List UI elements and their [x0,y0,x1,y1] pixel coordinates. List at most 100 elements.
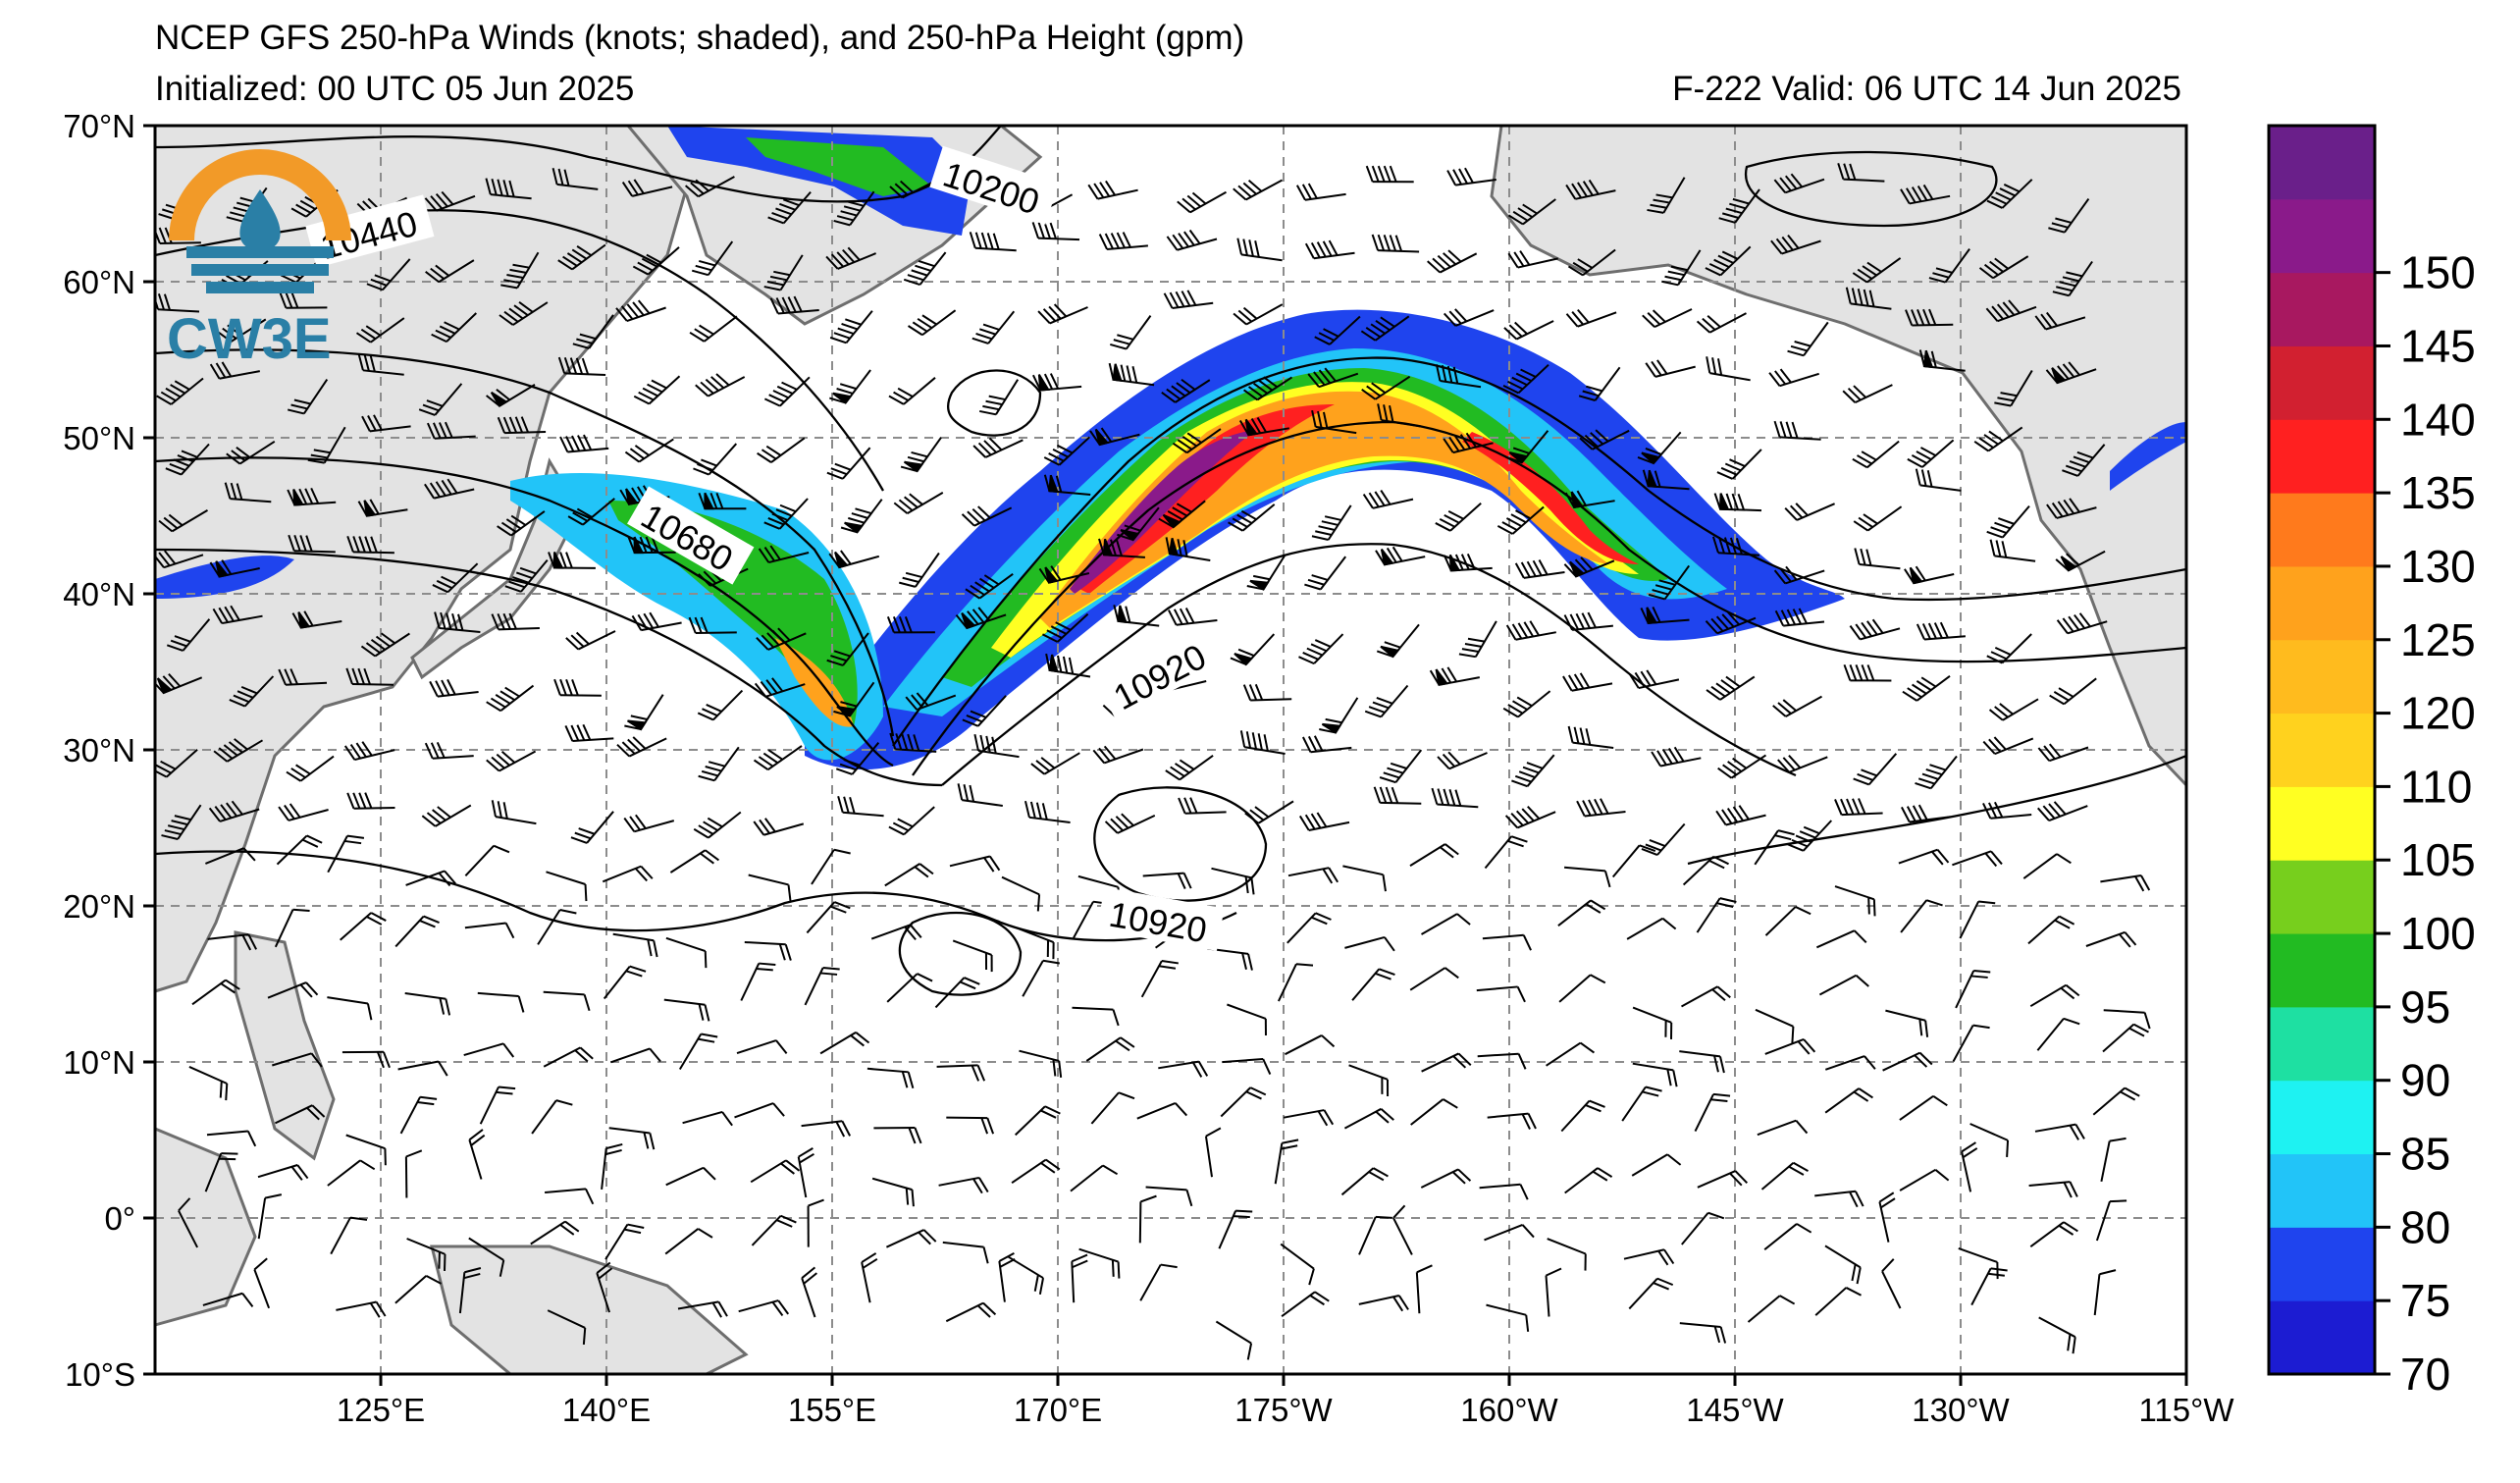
wind-barb [1557,899,1606,927]
wind-barb [1165,537,1211,561]
wind-barb [936,1064,986,1082]
wind-barb [1834,798,1883,817]
wind-barb [1632,1062,1678,1087]
wind-barb [1227,1003,1267,1036]
wind-barb [1098,232,1148,250]
wind-barb [1233,303,1284,326]
wind-barb [1487,1112,1537,1130]
wind-barb [1546,1041,1596,1067]
wind-barb [903,251,947,286]
wind-barb [677,1300,728,1318]
wind-barb [616,736,667,758]
wind-barb [1087,180,1138,200]
wind-barb [693,443,738,476]
wind-barb [497,416,547,435]
lat-label: 40°N [63,576,135,612]
lon-label: 175°W [1234,1392,1333,1428]
wind-barb [840,499,883,534]
wind-barb [327,1159,376,1187]
wind-barb [274,1104,326,1125]
wind-barb [1446,167,1496,186]
wind-barb [1482,933,1532,951]
wind-barb [1763,1223,1812,1250]
wind-barb [1623,1248,1675,1266]
wind-barb [464,844,510,876]
wind-barb [1768,368,1819,388]
wind-barb [543,1046,594,1068]
wind-barb [1421,1052,1472,1073]
wind-barb [952,939,993,973]
wind-barb [833,681,875,717]
wind-barb [1645,359,1696,378]
colorbar-label: 100 [2400,908,2476,959]
wind-barb [1222,1058,1272,1075]
north-america [1490,126,2186,788]
wind-barb [1824,1245,1862,1285]
wind-barb [1340,1167,1389,1196]
wind-barb [1641,822,1686,856]
cw3e-logo: CW3E [167,149,351,371]
wind-barb [1496,505,1545,535]
wind-barb [615,299,666,322]
wind-barb [601,1142,623,1191]
colorbar-label: 120 [2400,688,2476,739]
wind-barb [804,967,840,1006]
wind-barb [1136,1102,1188,1120]
wind-barb [1564,490,1615,509]
wind-barb [158,509,209,533]
wind-barb [2100,1137,2126,1182]
wind-barb [1824,1055,1876,1071]
colorbar-label: 70 [2400,1349,2450,1400]
wind-barb [1637,431,1682,465]
wind-barb [1755,1008,1795,1043]
wind-barb [1978,255,2029,280]
colorbar-label: 90 [2400,1055,2450,1106]
wind-barb [1365,165,1414,184]
wind-barb [486,384,536,407]
wind-barb [479,1086,516,1125]
wind-barb [1421,913,1471,935]
colorbar-swatch [2269,493,2375,567]
wind-barb [1071,1253,1088,1303]
wind-barb [287,487,337,506]
colorbar-swatch [2269,786,2375,861]
wind-barb [2100,874,2151,892]
wind-barb [545,1188,595,1205]
colorbar-swatch [2269,1227,2375,1301]
wind-barb [1852,440,1900,469]
wind-barb [949,855,1001,873]
wind-barb [633,375,681,405]
wind-barb [1376,623,1420,659]
wind-barb [942,1241,989,1264]
wind-barb [1274,1139,1299,1185]
lat-label: 30°N [63,732,135,768]
wind-barb [1379,749,1423,784]
wind-barb [1045,653,1091,678]
wind-barb [1900,184,1951,205]
wind-barb [669,849,720,874]
wind-barb [1031,373,1082,392]
wind-barb [224,482,272,503]
wind-barb [1882,1051,1933,1072]
wind-barb [1072,1006,1120,1027]
wind-barb [1427,249,1478,274]
wind-barb [546,871,588,902]
wind-barb [801,1120,852,1138]
wind-barb [1351,968,1395,1001]
wind-barb [1567,725,1614,749]
wind-barb [1632,1006,1673,1039]
wind-barb [2055,550,2106,572]
wind-barb [763,376,811,407]
wind-barb [463,1042,515,1058]
wind-barb [610,1047,661,1064]
wind-barb [1916,621,1966,641]
wind-barb [1364,684,1409,718]
wind-barb [957,783,1003,807]
init-time: Initialized: 00 UTC 05 Jun 2025 [155,70,635,108]
wind-barb [1287,867,1339,884]
wind-barb [209,361,260,380]
wind-barb [1697,1170,1749,1189]
wind-barb [627,536,676,555]
wind-barb [756,627,807,651]
